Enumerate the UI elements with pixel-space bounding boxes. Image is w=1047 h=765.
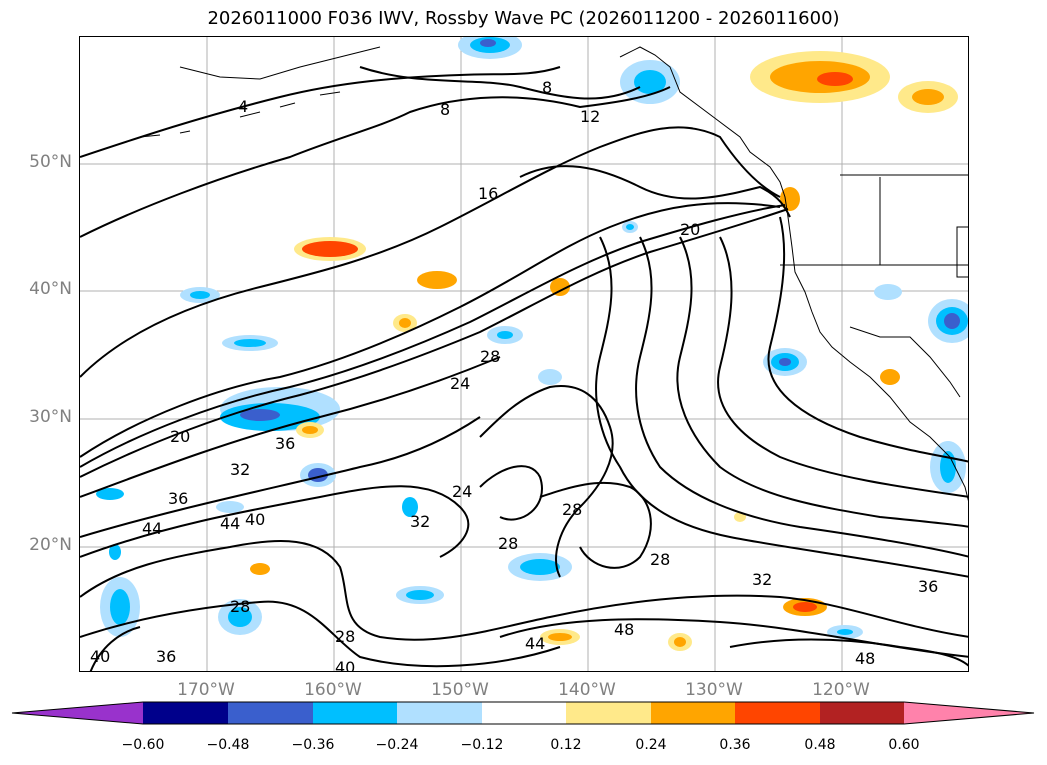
- contour-label: 4: [238, 97, 248, 116]
- colorbar-bin: [228, 702, 313, 724]
- contour-label: 12: [580, 107, 600, 126]
- colorbar-bin: [397, 702, 482, 724]
- colorbar-tick: 0.24: [635, 737, 667, 753]
- contour-label: 24: [450, 374, 470, 393]
- colorbar-extend-low: [12, 702, 143, 724]
- contour-label-group: 4 8 8 12 16 20 20 24 24 28 28 28 28 28 2…: [90, 78, 938, 672]
- contour-label: 28: [480, 347, 500, 366]
- colorbar-bin: [566, 702, 651, 724]
- anomaly-shading: [96, 37, 968, 651]
- colorbar-tick: −0.12: [460, 737, 504, 753]
- contour-label: 44: [525, 634, 545, 653]
- colorbar-tick: 0.48: [804, 737, 836, 753]
- contour-label: 44: [142, 519, 162, 538]
- lat-label-50n: 50°N: [29, 152, 72, 172]
- lon-label-140w: 140°W: [558, 680, 616, 700]
- iwv-contours: [80, 66, 968, 671]
- colorbar-tick: −0.48: [206, 737, 250, 753]
- contour-label: 32: [752, 570, 772, 589]
- contour-label: 8: [440, 100, 450, 119]
- contour-label: 28: [335, 627, 355, 646]
- contour-label: 36: [918, 577, 938, 596]
- colorbar-bin: [143, 702, 228, 724]
- colorbar: [11, 701, 1035, 725]
- colorbar-tick: 0.60: [888, 737, 920, 753]
- colorbar-bin: [820, 702, 904, 724]
- contour-label: 36: [275, 434, 295, 453]
- lon-label-150w: 150°W: [431, 680, 489, 700]
- contour-label: 44: [220, 514, 240, 533]
- contour-label: 36: [168, 489, 188, 508]
- map-canvas: 4 8 8 12 16 20 20 24 24 28 28 28 28 28 2…: [80, 37, 968, 672]
- contour-label: 32: [230, 460, 250, 479]
- lat-label-20n: 20°N: [29, 535, 72, 555]
- colorbar-bin: [651, 702, 735, 724]
- colorbar-bin: [482, 702, 566, 724]
- contour-label: 28: [498, 534, 518, 553]
- colorbar-tick: −0.36: [291, 737, 335, 753]
- lat-label-40n: 40°N: [29, 279, 72, 299]
- colorbar-extend-high: [904, 702, 1034, 724]
- contour-label: 16: [478, 184, 498, 203]
- contour-label: 36: [156, 647, 176, 666]
- contour-label: 32: [410, 512, 430, 531]
- contour-label: 48: [614, 620, 634, 639]
- contour-label: 40: [90, 647, 110, 666]
- lon-label-120w: 120°W: [812, 680, 870, 700]
- contour-label: 40: [335, 658, 355, 672]
- colorbar-bin: [313, 702, 397, 724]
- colorbar-tick: −0.60: [121, 737, 165, 753]
- contour-label: 20: [680, 220, 700, 239]
- lat-label-30n: 30°N: [29, 407, 72, 427]
- contour-label: 40: [245, 510, 265, 529]
- colorbar-tick: 0.36: [719, 737, 751, 753]
- lon-label-130w: 130°W: [685, 680, 743, 700]
- lon-label-170w: 170°W: [177, 680, 235, 700]
- contour-label: 8: [542, 78, 552, 97]
- colorbar-tick: −0.24: [375, 737, 419, 753]
- contour-label: 28: [562, 500, 582, 519]
- contour-label: 28: [230, 597, 250, 616]
- contour-label: 24: [452, 482, 472, 501]
- coastlines: [139, 46, 968, 502]
- map-panel: 4 8 8 12 16 20 20 24 24 28 28 28 28 28 2…: [79, 36, 969, 672]
- colorbar-tick: 0.12: [550, 737, 582, 753]
- contour-label: 48: [855, 649, 875, 668]
- contour-label: 28: [650, 550, 670, 569]
- lon-label-160w: 160°W: [304, 680, 362, 700]
- map-title: 2026011000 F036 IWV, Rossby Wave PC (202…: [207, 8, 840, 29]
- contour-label: 20: [170, 427, 190, 446]
- colorbar-bin: [735, 702, 820, 724]
